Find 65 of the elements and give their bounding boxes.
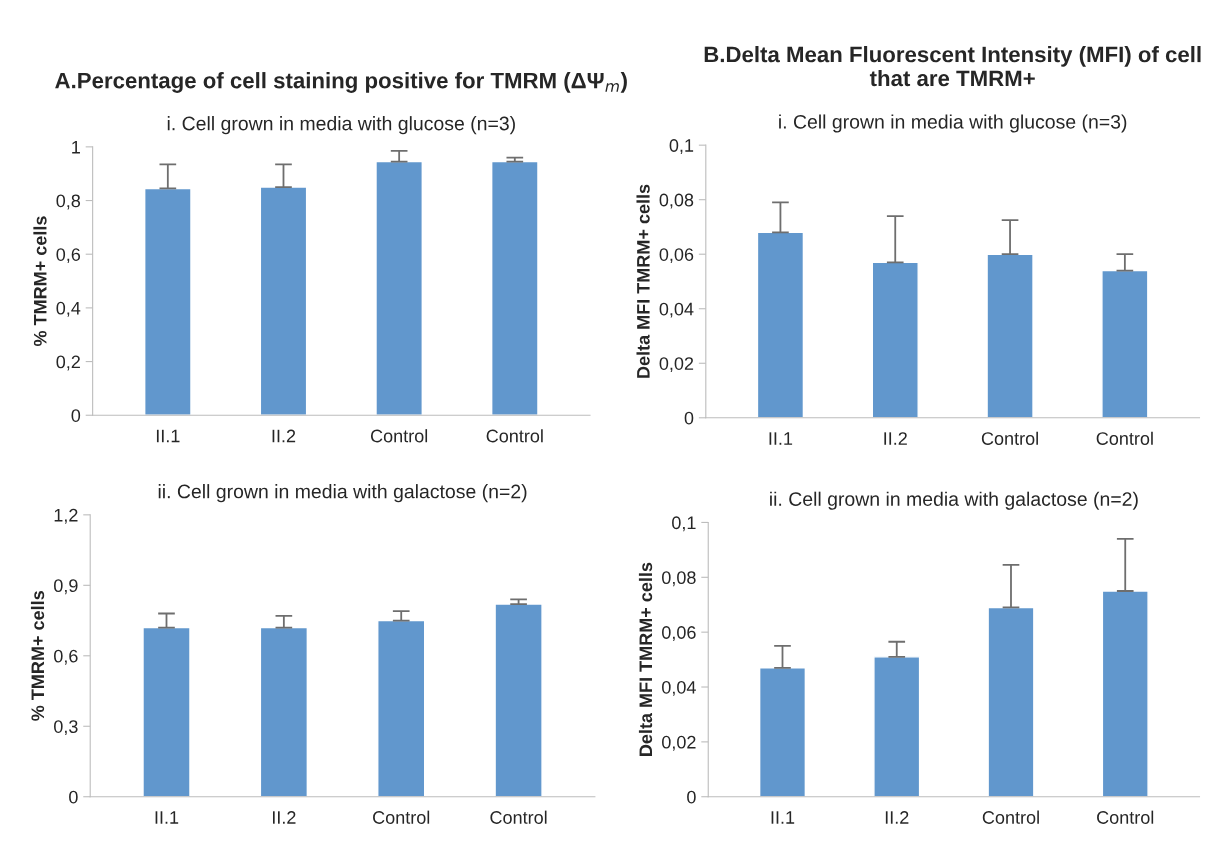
bar <box>986 253 1034 418</box>
x-tick-label: Control <box>490 810 547 824</box>
y-axis-title: % TMRM+ cells <box>33 216 47 347</box>
bar <box>259 626 309 797</box>
y-tick-label: 0,08 <box>662 571 696 587</box>
chart-title: B.Delta Mean Fluorescent Intensity (MFI) of cell that are TMRM+ <box>704 45 1201 87</box>
y-tick-label: 0,2 <box>56 355 80 371</box>
bar <box>143 187 192 416</box>
chart-subtitle: ii. Cell grown in media with galactose (n=2) <box>770 491 1138 510</box>
x-tick-label: II.2 <box>885 811 909 824</box>
chart-subtitle: i. Cell grown in media with glucose (n=3) <box>779 114 1127 133</box>
bar <box>142 626 191 797</box>
y-tick-label: 0 <box>71 409 81 422</box>
x-tick-label: Control <box>373 810 430 824</box>
y-tick-label: 0,9 <box>54 579 78 595</box>
y-tick-label: 0,3 <box>54 720 78 736</box>
y-tick-label: 0,4 <box>56 301 81 317</box>
x-tick-label: Control <box>1097 810 1154 824</box>
x-tick-label: Control <box>1096 431 1153 445</box>
x-tick-label: Control <box>486 429 543 443</box>
y-tick-label: 0,8 <box>56 194 81 210</box>
x-tick-label: II.1 <box>769 432 793 445</box>
chart-subtitle: i. Cell grown in media with glucose (n=3) <box>167 116 515 135</box>
x-tick-label: Control <box>982 810 1039 824</box>
y-tick-label: 0,04 <box>662 680 696 696</box>
bar <box>873 656 921 797</box>
y-tick-label: 1 <box>72 140 80 154</box>
x-tick-label: Control <box>981 431 1038 445</box>
bar <box>375 160 423 416</box>
bar <box>758 667 807 797</box>
y-tick-label: 0,06 <box>662 626 696 642</box>
x-tick-label: Control <box>370 429 428 443</box>
chart-title: A.Percentage of cell staining positive for TMRM (ΔΨ$_{m}$) <box>55 72 627 93</box>
bar <box>987 606 1035 797</box>
bar <box>494 603 543 797</box>
chart-subtitle: ii. Cell grown in media with galactose (n=2) <box>158 484 527 503</box>
y-axis-title: % TMRM+ cells <box>30 591 45 721</box>
y-tick-label: 0 <box>684 411 694 425</box>
y-tick-label: 0,1 <box>672 516 696 532</box>
y-tick-label: 0 <box>687 790 696 804</box>
y-tick-label: 0,02 <box>662 735 696 751</box>
bar <box>756 231 805 418</box>
bar <box>377 619 426 797</box>
x-tick-label: II.1 <box>155 811 179 824</box>
x-tick-label: II.2 <box>272 429 296 443</box>
y-tick-label: 0,06 <box>659 248 694 264</box>
x-tick-label: II.2 <box>272 811 296 824</box>
bar <box>490 160 539 416</box>
bar <box>1101 269 1149 418</box>
y-tick-label: 0,04 <box>659 302 694 318</box>
x-tick-label: II.1 <box>156 429 180 443</box>
y-tick-label: 0,08 <box>659 193 694 209</box>
x-tick-label: II.2 <box>884 432 907 445</box>
y-axis-title: Delta MFI TMRM+ cells <box>638 562 653 756</box>
y-tick-label: 1,2 <box>54 508 78 524</box>
y-tick-label: 0 <box>69 790 78 804</box>
bar <box>1101 590 1149 797</box>
y-tick-label: 0,6 <box>54 649 78 665</box>
x-tick-label: II.1 <box>771 811 795 824</box>
y-tick-label: 0,02 <box>659 357 694 373</box>
y-tick-label: 0,1 <box>669 139 694 155</box>
y-tick-label: 0,6 <box>56 248 81 264</box>
bar <box>259 186 308 416</box>
bar <box>871 261 919 418</box>
y-axis-title: Delta MFI TMRM+ cells <box>636 184 650 378</box>
